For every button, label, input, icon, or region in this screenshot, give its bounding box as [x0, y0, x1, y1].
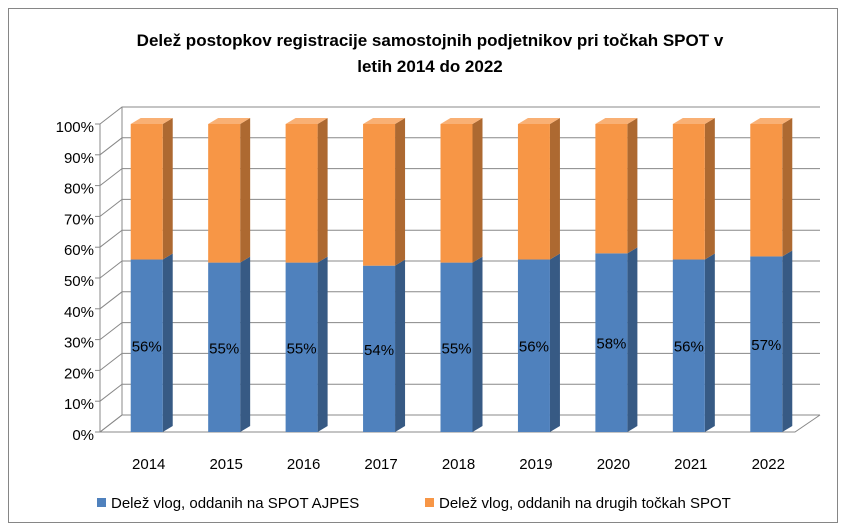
bar-side	[395, 118, 406, 266]
bar	[130, 124, 163, 260]
y-tick-label: 80%	[64, 181, 94, 198]
x-tick-label: 2021	[674, 456, 707, 473]
bar-top	[130, 118, 173, 124]
bar-top	[750, 118, 793, 124]
y-tick-label: 100%	[56, 119, 94, 136]
bar-side	[782, 118, 793, 257]
bar-side	[162, 118, 173, 260]
bar	[517, 124, 550, 260]
x-tick-label: 2016	[287, 456, 320, 473]
grid-line	[99, 352, 820, 371]
x-tick-label: 2022	[752, 456, 785, 473]
data-label: 57%	[751, 337, 781, 354]
grid-line	[99, 260, 820, 279]
x-tick-label: 2019	[519, 456, 552, 473]
bar-side	[395, 259, 406, 432]
y-tick-label: 10%	[64, 396, 94, 413]
data-label: 55%	[287, 340, 317, 357]
y-tick-label: 20%	[64, 365, 94, 382]
grid-line	[99, 168, 820, 186]
bar	[750, 256, 783, 432]
bar	[208, 124, 241, 263]
bar	[130, 259, 163, 432]
bar	[595, 253, 628, 432]
bar	[440, 124, 473, 263]
data-label: 54%	[364, 342, 394, 359]
bar-side	[704, 253, 715, 432]
y-tick-label: 60%	[64, 242, 94, 259]
data-label: 56%	[674, 339, 704, 356]
x-tick-label: 2017	[364, 456, 397, 473]
grid-line	[99, 198, 820, 217]
bar-top	[595, 118, 638, 124]
bar	[672, 259, 705, 432]
bar	[363, 265, 396, 432]
grid-line	[99, 291, 820, 310]
grid-line	[99, 322, 820, 340]
bar-top	[517, 118, 560, 124]
legend-swatch	[425, 498, 434, 507]
grid-line	[99, 229, 820, 248]
bar-side	[162, 253, 173, 432]
bar-side	[549, 118, 560, 260]
bar-side	[317, 118, 328, 263]
bar-top	[672, 118, 715, 124]
x-tick-label: 2014	[132, 456, 165, 473]
bar-side	[317, 256, 328, 432]
y-tick-label: 40%	[64, 304, 94, 321]
bar	[595, 124, 628, 254]
y-tick-label: 30%	[64, 335, 94, 352]
bar	[208, 262, 241, 432]
legend-swatch	[97, 498, 106, 507]
x-tick-label: 2020	[597, 456, 630, 473]
bar-top	[285, 118, 328, 124]
grid-line	[99, 137, 820, 156]
bar-side	[240, 118, 251, 263]
bar	[440, 262, 473, 432]
floor	[100, 414, 821, 433]
legend-label: Delež vlog, oddanih na drugih točkah SPO…	[439, 495, 731, 512]
bar-side	[627, 118, 638, 254]
bar-top	[440, 118, 483, 124]
y-tick-label: 90%	[64, 150, 94, 167]
bar	[517, 259, 550, 432]
bar	[363, 124, 396, 266]
grid-line	[99, 106, 820, 125]
chart-title: Delež postopkov registracije samostojnih…	[136, 31, 724, 76]
data-label: 56%	[519, 339, 549, 356]
y-tick-label: 0%	[72, 427, 94, 444]
x-tick-label: 2018	[442, 456, 475, 473]
bar-top	[208, 118, 251, 124]
bar-side	[472, 256, 483, 432]
grid-line	[99, 414, 820, 433]
data-label: 55%	[441, 340, 471, 357]
bar-top	[363, 118, 406, 124]
bar-side	[627, 247, 638, 432]
legend-label: Delež vlog, oddanih na SPOT AJPES	[111, 495, 359, 512]
data-label: 55%	[209, 340, 239, 357]
x-tick-label: 2015	[209, 456, 242, 473]
y-tick-label: 70%	[64, 211, 94, 228]
y-tick-label: 50%	[64, 273, 94, 290]
data-label: 56%	[132, 339, 162, 356]
bar	[285, 124, 318, 263]
bar-side	[704, 118, 715, 260]
bar-side	[240, 256, 251, 432]
bar-side	[472, 118, 483, 263]
bar-side	[782, 250, 793, 432]
bar	[285, 262, 318, 432]
grid-line	[99, 383, 820, 402]
bar	[672, 124, 705, 260]
bar	[750, 124, 783, 257]
data-label: 58%	[596, 336, 626, 353]
bar-side	[549, 253, 560, 432]
